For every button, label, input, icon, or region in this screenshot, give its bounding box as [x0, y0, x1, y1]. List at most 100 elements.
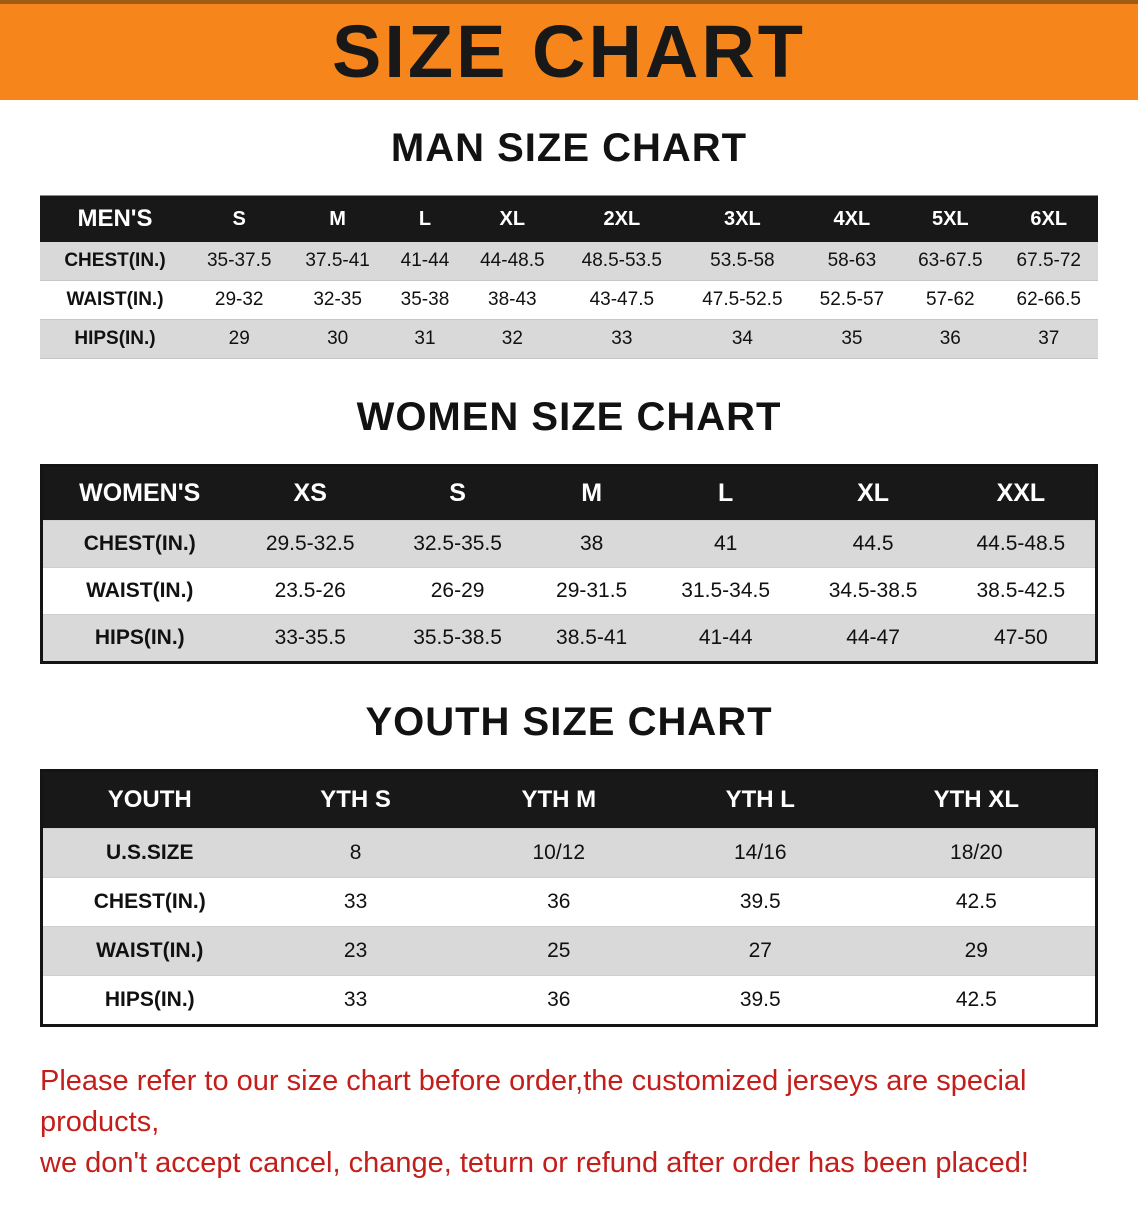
table-title-cell: MEN'S [40, 195, 190, 242]
size-value: 34 [731, 328, 753, 349]
men-section-heading: MAN SIZE CHART [390, 126, 748, 170]
men-size-section: MAN SIZE CHART MEN'S S M L XL 2XL 3XL 4XL 5XL 6XL… [0, 126, 1138, 359]
size-value: 52.5-57 [819, 289, 885, 310]
row-label: WAIST(IN.) [86, 579, 194, 602]
youth-section-heading: YOUTH SIZE CHART [365, 700, 773, 744]
row-label: WAIST(IN.) [96, 939, 204, 962]
table-row: WAIST(IN.) 29-32 32-35 35-38 38-43 43-47.5 47.… [40, 281, 1098, 320]
column-header: YTH XL [857, 770, 1097, 829]
table-row: CHEST(IN.) 29.5-32.5 32.5-35.5 38 41 44.5 44.5… [41, 520, 1097, 568]
size-value: 32.5-35.5 [413, 532, 502, 555]
size-value: 35-37.5 [206, 250, 272, 271]
size-value: 31.5-34.5 [681, 579, 771, 602]
size-value: 47.5-52.5 [702, 289, 783, 310]
size-value: 38 [579, 532, 604, 555]
size-value: 37.5-41 [305, 250, 370, 271]
size-value: 34.5-38.5 [828, 579, 918, 602]
size-value: 29 [964, 939, 988, 962]
column-header: M [288, 195, 387, 242]
column-header: 5XL [901, 195, 1000, 242]
size-value: 32 [501, 328, 523, 349]
column-header: 2XL [561, 195, 683, 242]
column-header: 3XL [682, 195, 803, 242]
column-header: YTH L [662, 770, 858, 829]
youth-size-table: YOUTH YTH S YTH M YTH L YTH XL U.S.SIZE 8 10/12… [40, 769, 1098, 1027]
size-value: 44-47 [846, 626, 900, 649]
table-row: HIPS(IN.) 29 30 31 32 33 34 35 36 37 [40, 319, 1098, 359]
footer-note: Please refer to our size chart before or… [40, 1061, 1098, 1185]
table-row: WAIST(IN.) 23 25 27 29 [41, 926, 1097, 976]
note-line-2: we don't accept cancel, change, teturn o… [40, 1147, 1029, 1180]
size-value: 10/12 [532, 841, 586, 864]
table-row: U.S.SIZE 8 10/12 14/16 18/20 [41, 828, 1097, 878]
size-value: 37 [1038, 328, 1060, 349]
size-value: 35-38 [400, 289, 450, 310]
size-value: 44.5 [852, 532, 894, 555]
column-header: YTH S [256, 770, 455, 829]
size-value: 42.5 [955, 890, 997, 913]
row-label: CHEST(IN.) [93, 890, 206, 913]
column-header: L [651, 465, 800, 521]
column-header: XL [463, 195, 562, 242]
table-header-row: WOMEN'S XS S M L XL XXL [41, 465, 1097, 521]
column-header: S [190, 195, 289, 242]
youth-size-section: YOUTH SIZE CHART YOUTH YTH S YTH M YTH L YTH… [0, 700, 1138, 1027]
row-label: WAIST(IN.) [66, 289, 164, 310]
size-value: 53.5-58 [710, 250, 775, 271]
column-header: 6XL [999, 195, 1098, 242]
size-value: 63-67.5 [918, 250, 983, 271]
row-label: HIPS(IN.) [74, 328, 156, 349]
table-row: WAIST(IN.) 23.5-26 26-29 29-31.5 31.5-34.5 34… [41, 567, 1097, 615]
size-value: 18/20 [950, 841, 1003, 864]
size-value: 36 [547, 988, 571, 1011]
row-label: HIPS(IN.) [94, 626, 185, 649]
column-header: YTH M [454, 770, 663, 829]
table-row: HIPS(IN.) 33-35.5 35.5-38.5 38.5-41 41-44 44-… [41, 614, 1097, 663]
size-value: 23.5-26 [274, 579, 346, 602]
size-value: 38-43 [488, 289, 537, 310]
column-header: XXL [946, 465, 1097, 521]
column-header: XS [236, 465, 384, 521]
table-row: CHEST(IN.) 33 36 39.5 42.5 [41, 877, 1097, 927]
banner-title: SIZE CHART [332, 10, 806, 93]
size-value: 44.5-48.5 [976, 532, 1066, 555]
size-value: 33-35.5 [274, 626, 346, 649]
size-value: 8 [349, 841, 362, 864]
size-chart-banner: SIZE CHART [0, 0, 1138, 100]
size-value: 38.5-41 [556, 626, 628, 649]
women-size-table: WOMEN'S XS S M L XL XXL CHEST(IN.) 29.5-32.5 32.5… [40, 464, 1098, 664]
table-row: HIPS(IN.) 33 36 39.5 42.5 [41, 975, 1097, 1026]
size-value: 27 [748, 939, 772, 962]
size-value: 39.5 [739, 890, 781, 913]
table-title-cell: YOUTH [41, 770, 257, 829]
note-line-1: Please refer to our size chart before or… [40, 1065, 1027, 1139]
size-value: 39.5 [739, 988, 781, 1011]
size-value: 25 [547, 939, 571, 962]
size-value: 33 [343, 890, 368, 913]
size-value: 43-47.5 [589, 289, 655, 310]
size-value: 35.5-38.5 [413, 626, 502, 649]
size-value: 36 [547, 890, 571, 913]
size-value: 33 [343, 988, 368, 1011]
size-value: 32-35 [313, 289, 362, 310]
size-value: 44-48.5 [480, 250, 545, 271]
size-value: 30 [327, 328, 349, 349]
row-label: CHEST(IN.) [83, 532, 196, 555]
table-header-row: MEN'S S M L XL 2XL 3XL 4XL 5XL 6XL [40, 195, 1098, 242]
size-value: 33 [611, 328, 633, 349]
size-value: 57-62 [926, 289, 975, 310]
size-value: 26-29 [430, 579, 485, 602]
size-value: 29 [228, 328, 250, 349]
table-row: CHEST(IN.) 35-37.5 37.5-41 41-44 44-48.5 48.5… [40, 242, 1098, 281]
size-value: 58-63 [827, 250, 877, 271]
column-header: S [383, 465, 532, 521]
row-label: U.S.SIZE [105, 841, 194, 864]
size-value: 41-44 [698, 626, 753, 649]
column-header: L [386, 195, 464, 242]
size-value: 14/16 [733, 841, 787, 864]
column-header: M [531, 465, 652, 521]
column-header: 4XL [802, 195, 902, 242]
size-value: 38.5-42.5 [976, 579, 1066, 602]
women-section-heading: WOMEN SIZE CHART [356, 395, 782, 439]
table-header-row: YOUTH YTH S YTH M YTH L YTH XL [41, 770, 1097, 829]
